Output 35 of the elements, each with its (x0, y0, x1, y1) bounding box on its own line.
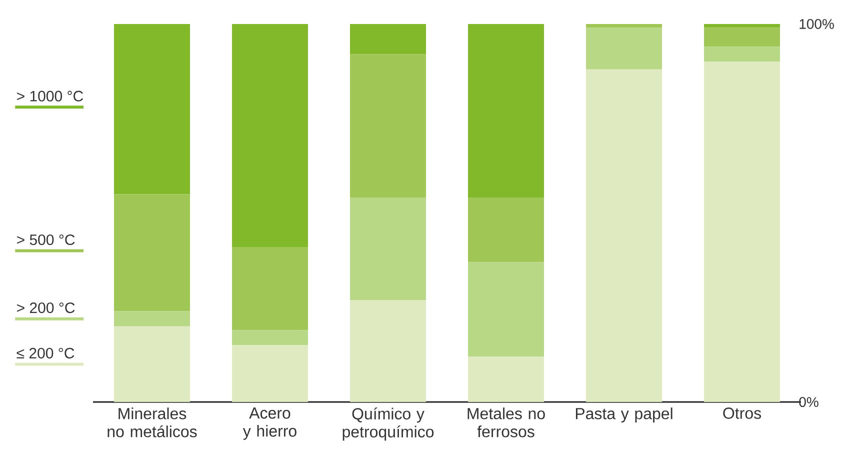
bar (114, 311, 190, 326)
bar (586, 24, 662, 28)
bar (468, 198, 544, 262)
bar (350, 300, 426, 402)
x-tick-label: Químico y petroquímico (342, 408, 434, 441)
bar (350, 198, 426, 300)
x-tick-label: Minerales no metálicos (108, 408, 197, 438)
text: > 200 °C (17, 302, 75, 314)
x-tick-label: Otros (723, 408, 761, 419)
bar (586, 28, 662, 70)
bar (704, 28, 780, 47)
x-tick-label: Pasta y papel (576, 408, 672, 422)
bar (232, 345, 308, 402)
text: > 500 °C (17, 234, 75, 246)
text: ≤ 200 °C (16, 348, 74, 358)
bar (232, 24, 308, 248)
bar (468, 24, 544, 198)
bar (232, 330, 308, 346)
bar (468, 356, 544, 402)
bar (586, 69, 662, 402)
bar (350, 24, 426, 54)
bar (468, 262, 544, 357)
y-tick-label: 0% (799, 397, 818, 407)
bar (350, 54, 426, 198)
bar (114, 326, 190, 402)
bar (114, 24, 190, 194)
x-tick-label: Metales no ferrosos (468, 408, 545, 438)
text: > 1000 °C (17, 90, 84, 102)
bar (114, 194, 190, 312)
y-tick-label: 100% (800, 19, 834, 29)
bar (704, 62, 780, 402)
bar (704, 46, 780, 62)
bar (232, 247, 308, 330)
x-tick-label: Acero y hierro (242, 408, 296, 440)
bar (704, 24, 780, 28)
